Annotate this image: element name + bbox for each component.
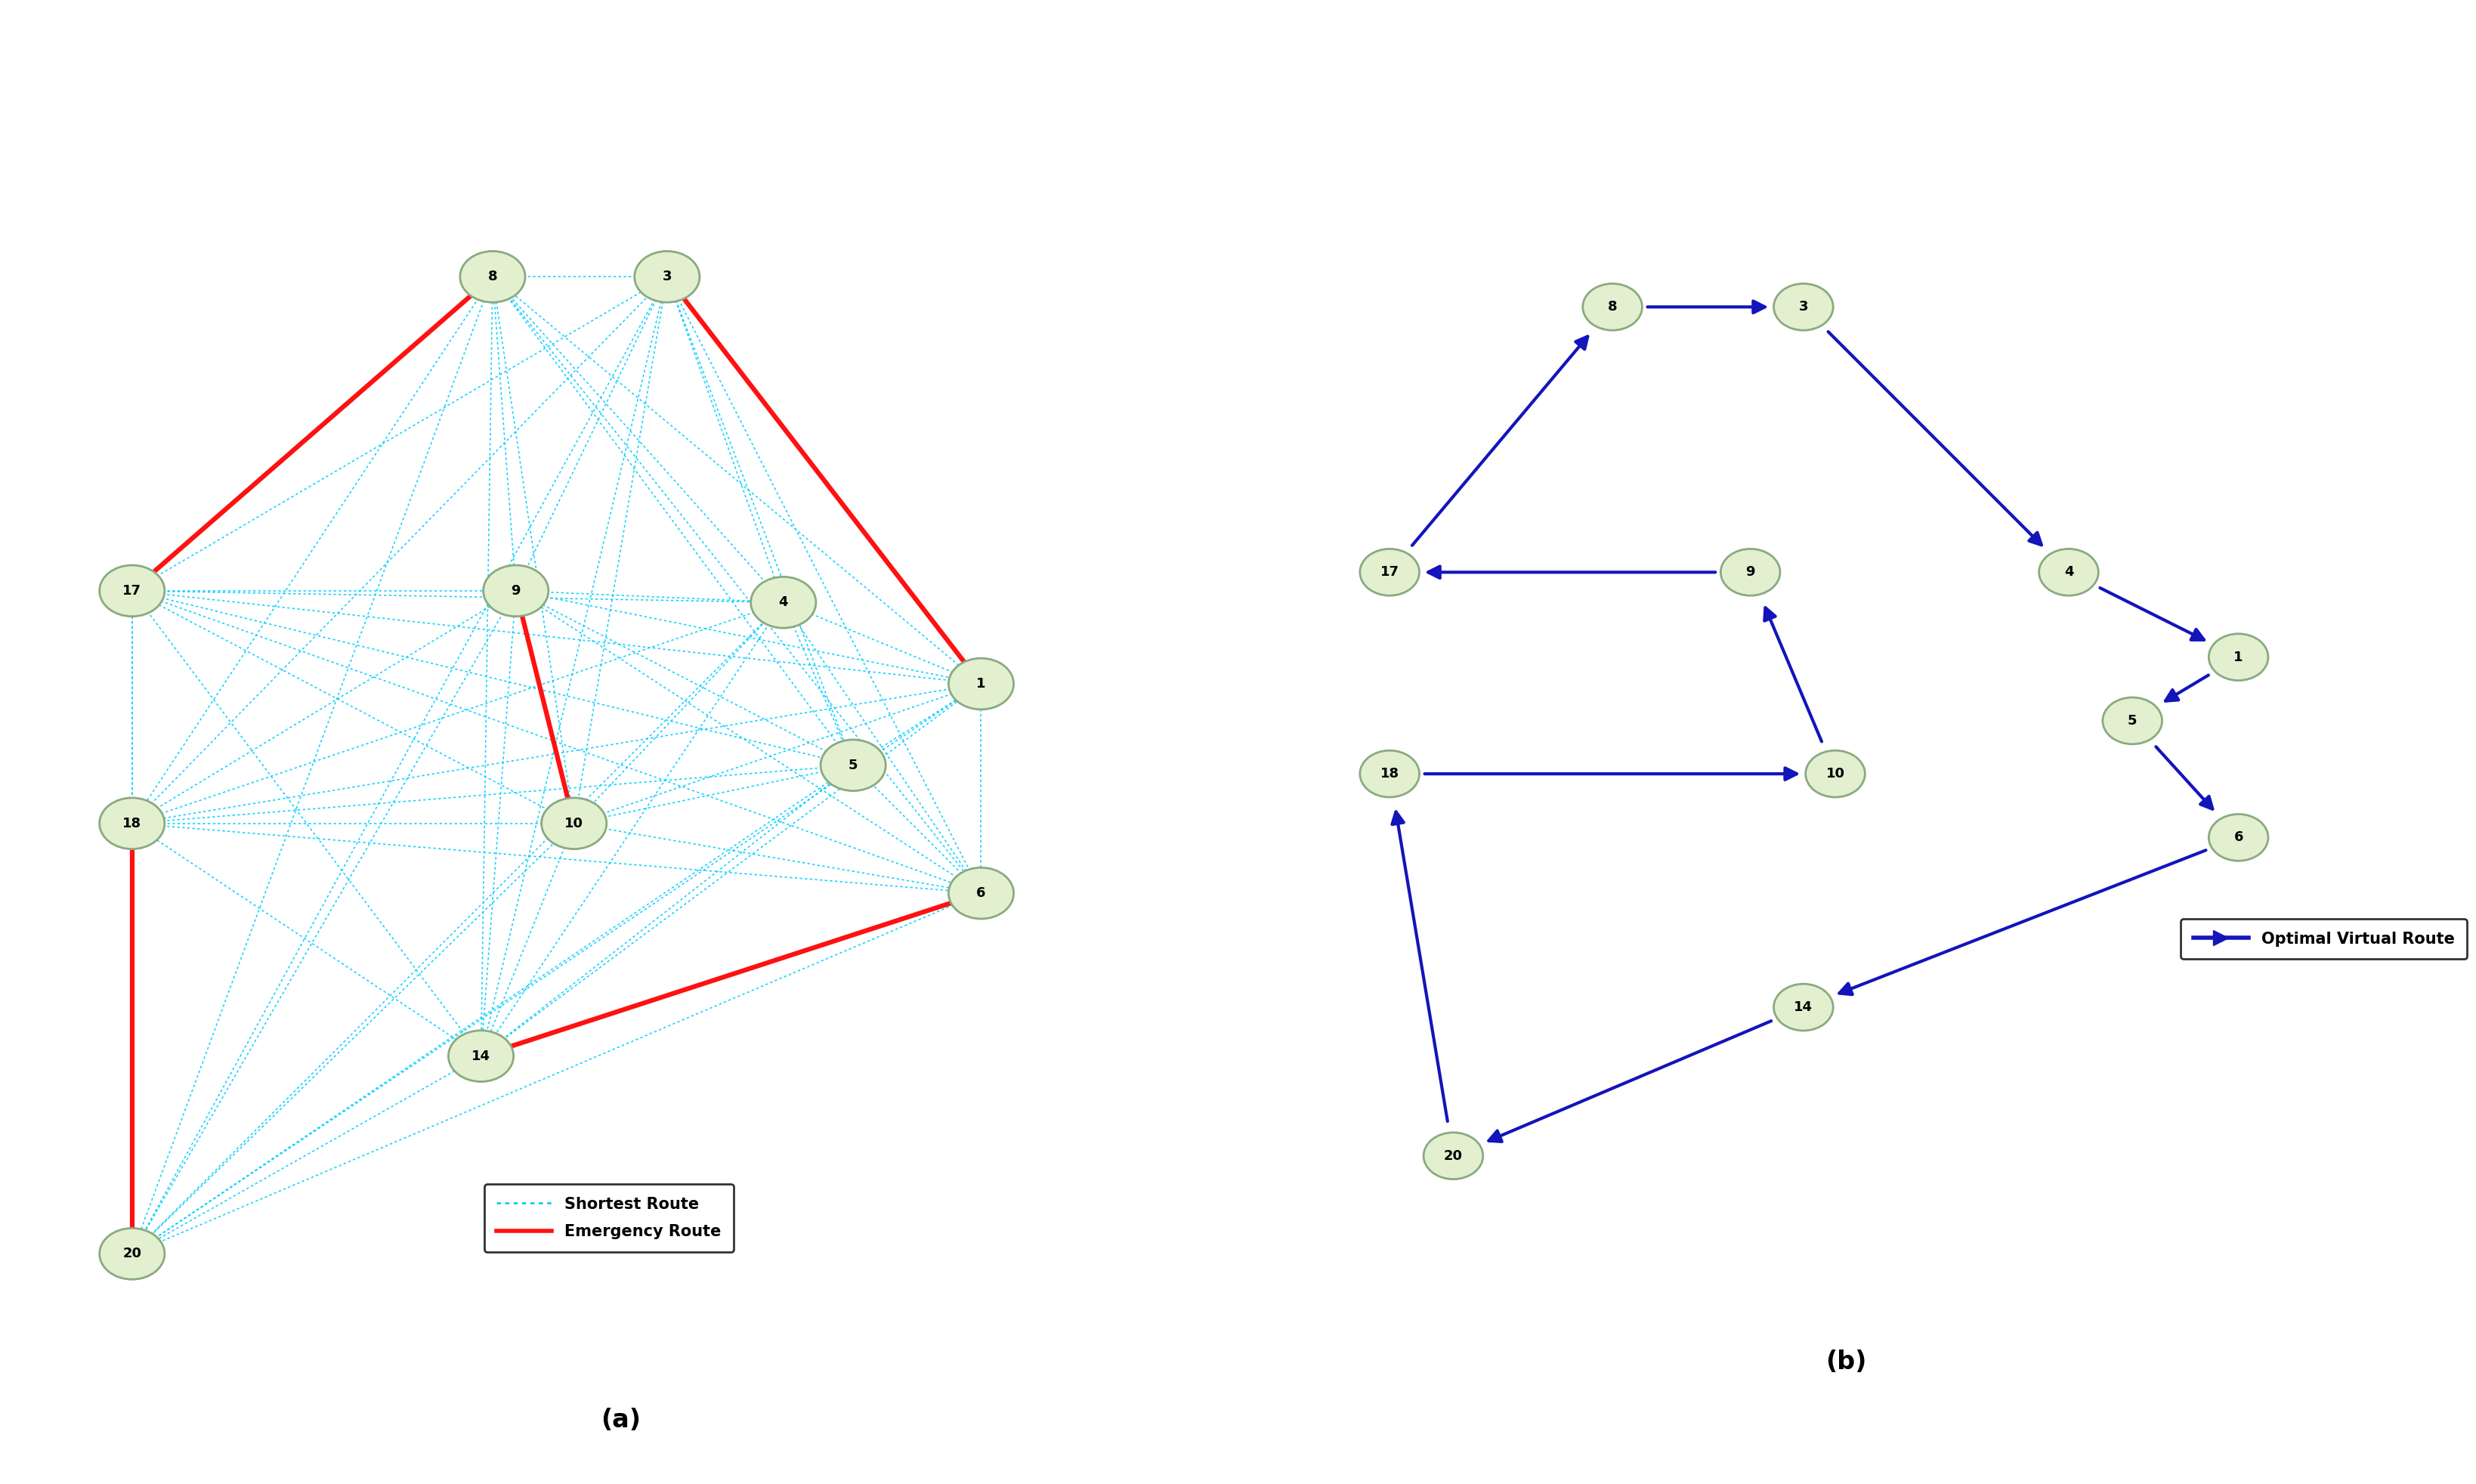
Text: 8: 8 [1607,300,1617,313]
Ellipse shape [750,577,817,628]
Ellipse shape [99,1229,163,1279]
Text: 4: 4 [777,595,787,610]
Ellipse shape [448,1030,513,1082]
Text: 17: 17 [124,585,141,598]
Ellipse shape [2209,634,2268,681]
Ellipse shape [1773,984,1832,1030]
Ellipse shape [99,798,163,849]
Ellipse shape [948,659,1013,709]
Ellipse shape [461,251,525,303]
Text: 3: 3 [1798,300,1807,313]
Ellipse shape [1582,283,1642,331]
Text: 5: 5 [849,758,857,772]
Text: 9: 9 [510,585,520,598]
Text: 4: 4 [2065,565,2072,579]
Text: 6: 6 [976,886,985,899]
Text: 17: 17 [1379,565,1399,579]
Text: 18: 18 [121,816,141,830]
Text: 10: 10 [1825,767,1845,781]
Ellipse shape [1805,751,1864,797]
Text: 6: 6 [2233,831,2243,844]
Ellipse shape [820,739,886,791]
Text: (a): (a) [602,1408,641,1432]
Ellipse shape [1424,1132,1483,1180]
Text: 10: 10 [565,816,584,830]
Text: 9: 9 [1746,565,1755,579]
Legend: Optimal Virtual Route: Optimal Virtual Route [2181,919,2466,959]
Ellipse shape [634,251,701,303]
Text: 20: 20 [124,1247,141,1260]
Text: 5: 5 [2127,714,2137,727]
Ellipse shape [1721,549,1780,595]
Text: 1: 1 [2233,650,2243,663]
Ellipse shape [542,798,607,849]
Text: 8: 8 [488,270,498,283]
Legend: Shortest Route, Emergency Route: Shortest Route, Emergency Route [485,1184,733,1252]
Ellipse shape [1359,751,1419,797]
Text: 18: 18 [1379,767,1399,781]
Text: 20: 20 [1444,1149,1463,1162]
Ellipse shape [1359,549,1419,595]
Ellipse shape [948,868,1013,919]
Text: 14: 14 [470,1049,490,1063]
Text: 14: 14 [1795,1000,1812,1014]
Text: (b): (b) [1825,1349,1867,1374]
Ellipse shape [483,565,547,616]
Ellipse shape [99,565,163,616]
Ellipse shape [2209,815,2268,861]
Text: 3: 3 [664,270,671,283]
Ellipse shape [2102,697,2162,743]
Text: 1: 1 [976,677,985,690]
Ellipse shape [2040,549,2100,595]
Ellipse shape [1773,283,1832,331]
